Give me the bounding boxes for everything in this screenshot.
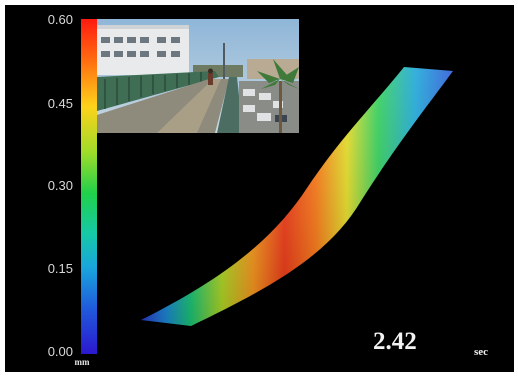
deformed-bridge-deck <box>141 67 453 326</box>
animation-frame: 0.60 0.45 0.30 0.15 0.00 mm <box>5 5 514 372</box>
colorbar-tick-045: 0.45 <box>47 96 73 111</box>
colorbar-tick-030: 0.30 <box>47 178 73 193</box>
footbridge-photo-drawing <box>97 19 299 133</box>
elapsed-time-value: 2.42 <box>373 328 417 355</box>
colorbar-unit-label: mm <box>74 357 90 367</box>
displacement-colorbar <box>81 19 97 354</box>
footbridge-photo-icon <box>97 19 299 133</box>
colorbar-tick-015: 0.15 <box>47 261 73 276</box>
colorbar-tick-060: 0.60 <box>47 12 73 27</box>
colorbar-tick-000: 0.00 <box>47 344 73 359</box>
elapsed-time-unit: sec <box>474 346 489 358</box>
